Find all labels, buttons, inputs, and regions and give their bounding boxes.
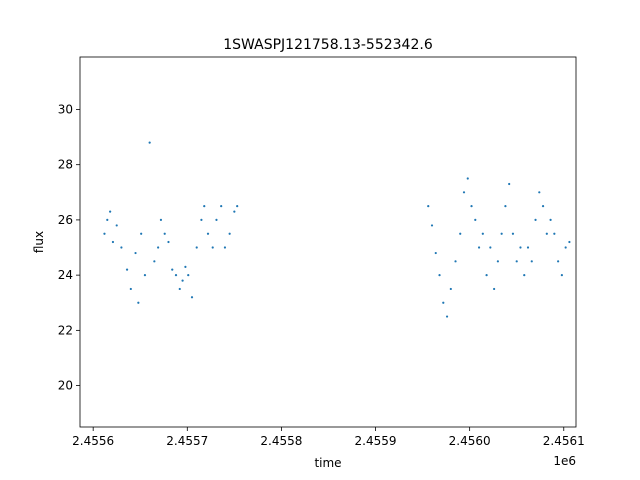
data-point: [549, 218, 552, 222]
data-point: [470, 205, 473, 208]
y-tick-label: 30: [58, 102, 73, 116]
data-point: [564, 246, 567, 249]
data-point: [560, 274, 563, 277]
data-point: [545, 232, 548, 235]
data-point: [477, 246, 481, 249]
data-point: [474, 218, 477, 222]
data-point: [148, 141, 151, 144]
data-point: [171, 268, 174, 271]
data-point: [111, 240, 115, 244]
data-point: [481, 232, 484, 235]
data-point: [184, 265, 187, 268]
data-point: [103, 232, 106, 235]
data-point: [526, 246, 530, 249]
x-axis-label: time: [314, 456, 341, 470]
data-point: [442, 301, 445, 304]
data-point: [159, 218, 163, 222]
data-point: [134, 251, 137, 255]
data-point: [203, 205, 206, 208]
data-point: [459, 232, 462, 235]
data-point: [493, 287, 496, 291]
data-point: [137, 301, 140, 304]
data-point: [174, 274, 178, 277]
data-point: [511, 232, 515, 235]
data-point: [557, 260, 560, 263]
data-point: [187, 274, 190, 277]
data-point: [519, 246, 522, 249]
x-axis-offset-label: 1e6: [553, 454, 576, 468]
y-tick-label: 28: [58, 158, 73, 172]
x-tick-label: 2.4560: [449, 434, 491, 448]
data-point: [534, 218, 537, 222]
y-tick-label: 20: [58, 379, 73, 393]
data-point: [228, 232, 231, 235]
data-point: [167, 240, 170, 244]
data-point: [153, 260, 156, 263]
data-point: [462, 191, 466, 194]
data-point: [489, 246, 492, 249]
data-point: [178, 287, 181, 291]
plot-frame: [79, 56, 577, 428]
data-point: [568, 240, 571, 244]
x-axis-ticks: 2.4556 2.4557 2.4558 2.4559 2.4560 2.4561: [72, 427, 585, 448]
data-point: [500, 232, 503, 235]
data-point: [206, 232, 210, 235]
data-point: [200, 218, 203, 222]
data-point: [109, 210, 112, 213]
data-point: [157, 246, 160, 249]
data-point: [541, 205, 545, 208]
data-point: [523, 274, 526, 277]
data-point: [454, 260, 457, 263]
data-point: [434, 251, 437, 255]
data-point: [496, 260, 499, 263]
x-tick-label: 2.4556: [72, 434, 114, 448]
data-point: [223, 246, 227, 249]
data-point: [125, 268, 129, 271]
data-point: [129, 287, 132, 291]
data-point: [466, 177, 469, 180]
data-point: [515, 260, 518, 263]
data-point: [233, 210, 236, 213]
scatter-points: [103, 141, 571, 318]
y-tick-label: 24: [58, 268, 73, 282]
y-tick-label: 26: [58, 213, 73, 227]
data-point: [215, 218, 218, 222]
chart-title: 1SWASPJ121758.13-552342.6: [223, 37, 433, 53]
x-tick-label: 2.4557: [166, 434, 208, 448]
data-point: [530, 260, 533, 263]
data-point: [553, 232, 556, 235]
data-point: [181, 279, 184, 282]
x-tick-label: 2.4558: [260, 434, 302, 448]
data-point: [538, 191, 541, 194]
data-point: [106, 218, 109, 222]
y-tick-label: 22: [58, 323, 73, 337]
data-point: [115, 224, 118, 227]
data-point: [195, 246, 198, 249]
data-point: [143, 274, 147, 277]
data-point: [236, 205, 239, 208]
y-axis-label: flux: [32, 231, 46, 253]
data-point: [504, 205, 507, 208]
data-point: [445, 315, 449, 318]
x-tick-label: 2.4559: [355, 434, 397, 448]
data-point: [508, 182, 511, 186]
y-axis-ticks: 20 22 24 26 28 30: [58, 102, 80, 393]
data-point: [190, 296, 194, 299]
data-point: [430, 224, 434, 227]
data-point: [449, 287, 452, 291]
data-point: [211, 246, 214, 249]
data-point: [140, 232, 143, 235]
data-point: [485, 274, 488, 277]
data-point: [427, 205, 430, 208]
data-point: [163, 232, 166, 235]
data-point: [438, 274, 441, 277]
data-point: [220, 205, 223, 208]
data-point: [120, 246, 123, 249]
x-tick-label: 2.4561: [543, 434, 585, 448]
